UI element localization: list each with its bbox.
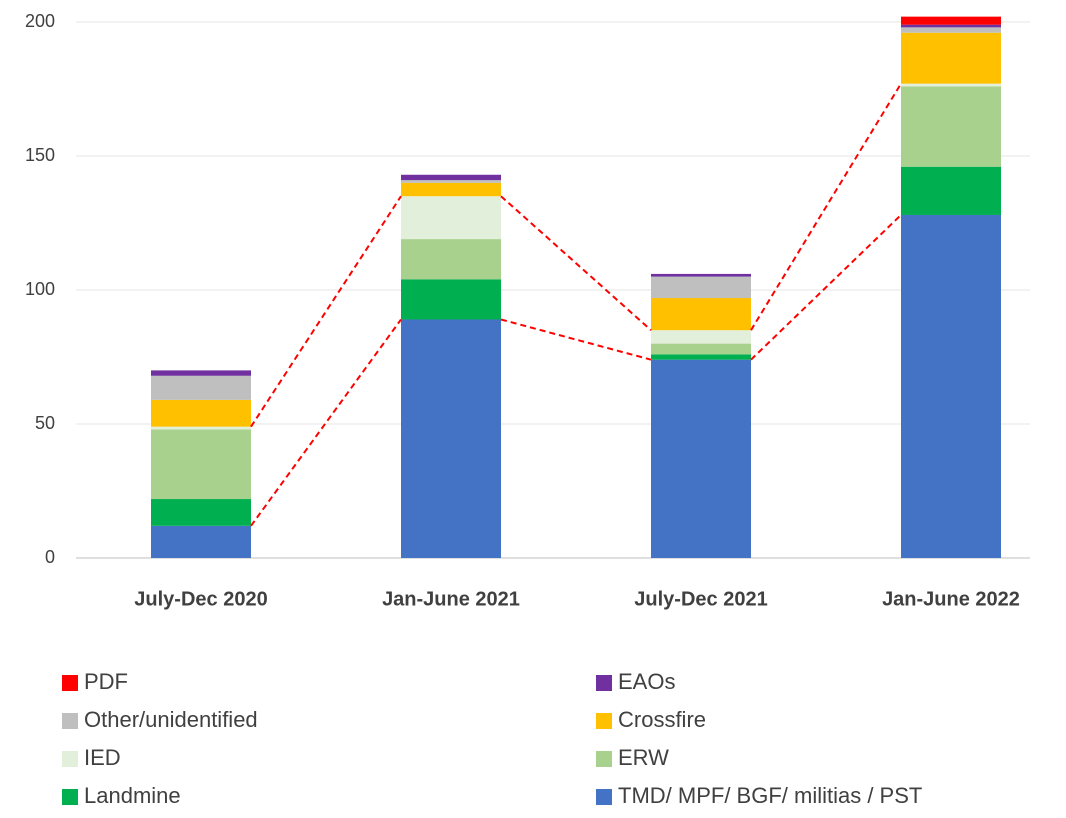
bar-segment — [401, 180, 501, 183]
bar-segment — [651, 273, 751, 277]
bar-segment — [151, 426, 251, 430]
bar-segment — [151, 370, 251, 376]
connector-line — [750, 83, 902, 331]
legend-label: Other/unidentified — [84, 707, 258, 732]
bar-segment — [401, 319, 501, 558]
bar-segment — [901, 27, 1001, 33]
legend-label: ERW — [618, 745, 669, 770]
bar-segment — [151, 525, 251, 558]
legend-swatch — [596, 789, 612, 805]
legend-swatch — [596, 675, 612, 691]
connector-line — [250, 195, 402, 428]
bar-segment — [901, 32, 1001, 84]
connector-line — [500, 318, 652, 361]
bar-segment — [401, 239, 501, 280]
legend-swatch — [62, 751, 78, 767]
bar-segment — [651, 343, 751, 355]
bar-segment — [151, 375, 251, 400]
x-tick-label: July-Dec 2020 — [134, 588, 267, 610]
bar-segment — [651, 354, 751, 360]
bar-segment — [401, 279, 501, 320]
x-tick-label: July-Dec 2021 — [634, 588, 767, 610]
bar-segment — [901, 24, 1001, 28]
bar-segment — [901, 214, 1001, 558]
connector-line — [750, 214, 902, 361]
legend-swatch — [596, 751, 612, 767]
bar-segment — [151, 399, 251, 427]
x-tick-label: Jan-June 2021 — [382, 588, 520, 610]
bar-segment — [651, 298, 751, 331]
bar-segment — [401, 174, 501, 181]
legend-label: EAOs — [618, 669, 675, 694]
bar-segment — [651, 359, 751, 558]
bar-segment — [901, 166, 1001, 215]
bar-segment — [401, 182, 501, 197]
legend-label: PDF — [84, 669, 128, 694]
y-tick-label: 150 — [25, 145, 55, 165]
legend-swatch — [62, 675, 78, 691]
bar-segment — [651, 330, 751, 344]
legend-swatch — [62, 789, 78, 805]
legend-label: Crossfire — [618, 707, 706, 732]
bar-segment — [901, 86, 1001, 167]
y-tick-label: 0 — [45, 547, 55, 567]
legend-swatch — [62, 713, 78, 729]
y-tick-label: 100 — [25, 279, 55, 299]
legend-label: Landmine — [84, 783, 181, 808]
bar-segment — [901, 83, 1001, 87]
x-tick-label: Jan-June 2022 — [882, 588, 1020, 610]
bar-segment — [401, 196, 501, 240]
y-tick-label: 200 — [25, 11, 55, 31]
connector-line — [500, 195, 652, 331]
bar-segment — [651, 276, 751, 299]
connector-line — [250, 318, 402, 527]
legend-label: IED — [84, 745, 121, 770]
bar-segment — [151, 499, 251, 526]
legend-label: TMD/ MPF/ BGF/ militias / PST — [618, 783, 922, 808]
bar-segment — [151, 429, 251, 500]
bar-segment — [901, 16, 1001, 25]
legend-swatch — [596, 713, 612, 729]
y-tick-label: 50 — [35, 413, 55, 433]
